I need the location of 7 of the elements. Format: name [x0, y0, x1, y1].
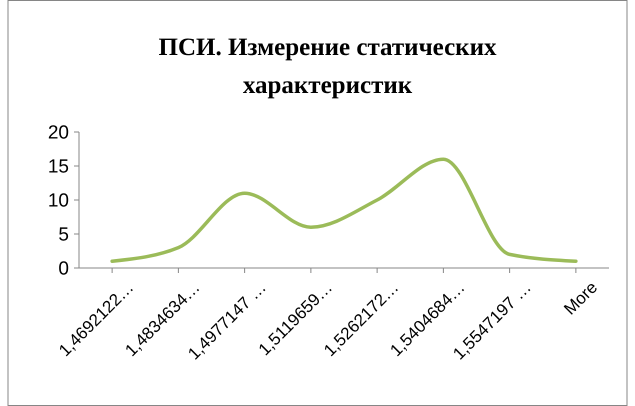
y-tick-label: 20 — [48, 122, 69, 144]
y-tick-label: 5 — [58, 224, 69, 246]
y-tick-label: 10 — [48, 190, 69, 212]
line-series — [110, 157, 578, 263]
y-tick-label: 15 — [48, 156, 69, 178]
y-tick-label: 0 — [58, 258, 69, 280]
chart-title: ПСИ. Измерение статических характеристик — [158, 34, 497, 99]
